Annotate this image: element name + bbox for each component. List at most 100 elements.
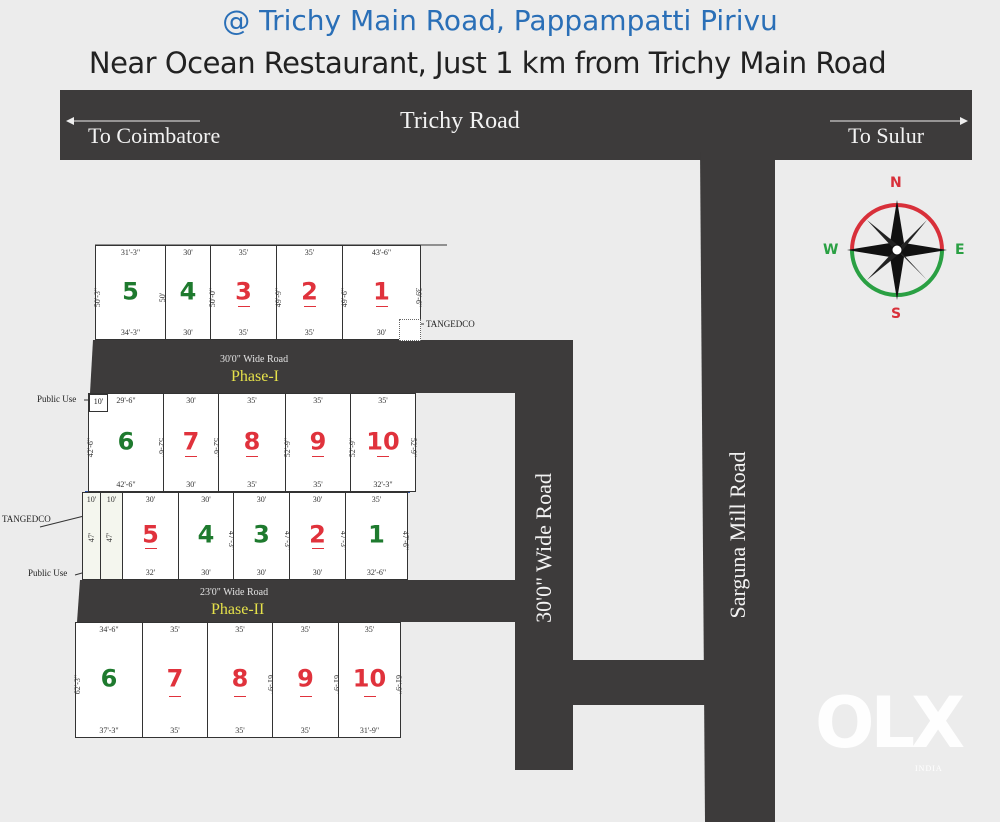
plot-underline <box>311 548 324 550</box>
plot-number: 6 <box>100 664 118 693</box>
plot-dim-top: 30' <box>145 495 156 504</box>
plot-underline <box>234 695 246 697</box>
plot-underline <box>303 305 316 307</box>
compass-n: N <box>890 175 902 191</box>
plot-number: 2 <box>309 520 326 549</box>
plot-number: 3 <box>235 277 252 306</box>
plot-2-10[interactable]: 10 35' 32'-3" 52'-9" 52'-9" <box>348 393 418 492</box>
sarguna-mill-road <box>700 150 775 822</box>
plot-dim-top: 35' <box>170 625 180 634</box>
public-use-top-box: 10' <box>89 394 108 412</box>
plot-3-2[interactable]: 2 30' 30' 47'-3" <box>289 492 348 580</box>
strip-length: 47' <box>105 532 115 543</box>
tangedco-top-box <box>399 319 421 341</box>
plot-number: 7 <box>182 427 200 456</box>
vertical-30ft-road <box>515 393 705 770</box>
phase2-road <box>77 580 515 622</box>
plot-dim-bottom: 32'-6" <box>366 568 387 577</box>
plot-4-8[interactable]: 8 35' 35' 61'-9" <box>207 622 275 738</box>
plot-number: 5 <box>122 277 139 306</box>
plot-number: 3 <box>253 520 270 549</box>
plot-2-7[interactable]: 7 30' 30' 52'-6" <box>163 393 221 492</box>
tangedco-top-label: TANGEDCO <box>426 319 475 329</box>
phase1-road <box>90 340 573 393</box>
plot-4-7[interactable]: 735'35'62' <box>142 622 215 738</box>
plot-dim-left: 50' <box>158 292 168 302</box>
arrowhead-right <box>960 117 968 125</box>
plot-number: 8 <box>243 427 261 456</box>
plot-2-9[interactable]: 9 35' 35' 52'-9" <box>283 393 351 492</box>
plot-number: 9 <box>297 664 314 693</box>
plot-4-10[interactable]: 10 35' 31'-9" 61'-9" <box>338 622 403 738</box>
plot-dim-top: 35' <box>238 248 249 257</box>
vertical-road-label: 30'0" Wide Road <box>531 473 556 623</box>
plot-dim-top: 29'-6" <box>116 396 136 405</box>
plot-dim-top: 35' <box>235 625 245 634</box>
olx-country: INDIA <box>915 764 943 773</box>
strip-length: 47' <box>87 532 97 543</box>
phase2-label: Phase-II <box>211 601 265 618</box>
tangedco-strip: 10' 47' <box>100 492 123 580</box>
plot-dim-bottom: 35' <box>238 328 249 337</box>
plot-number: 7 <box>166 664 184 693</box>
plot-1-2[interactable]: 2 35' 35' 49'-9" <box>274 245 343 340</box>
arrowhead-left <box>66 117 74 125</box>
compass-icon <box>847 200 947 300</box>
plot-dim-bottom: 30' <box>186 480 196 489</box>
plot-dim-left: 50'-3" <box>93 287 103 307</box>
plot-dim-top: 35' <box>247 396 257 405</box>
plot-dim-bottom: 32'-3" <box>373 480 393 489</box>
plot-dim-top: 35' <box>378 396 388 405</box>
plot-3-3[interactable]: 3 30' 30' 47'-3" <box>233 492 292 580</box>
plot-dim-bottom: 42'-6" <box>116 480 136 489</box>
plot-number: 4 <box>197 520 215 549</box>
plot-3-5[interactable]: 530'32'47' <box>122 492 186 580</box>
to-sulur-label: To Sulur <box>848 123 925 148</box>
plot-dim-bottom: 35' <box>247 480 257 489</box>
leader-tangedco <box>39 514 89 528</box>
plot-dim-bottom: 30' <box>312 568 323 577</box>
plot-dim-top: 35' <box>304 248 315 257</box>
plot-number: 1 <box>368 520 385 549</box>
plot-dim-bottom: 30' <box>183 328 193 337</box>
plot-underline <box>363 695 376 697</box>
to-coimbatore-label: To Coimbatore <box>88 123 221 148</box>
plot-3-4[interactable]: 4 30' 30' 47'-3" <box>178 492 236 580</box>
plot-dim-right: 39'-6" <box>413 287 423 307</box>
plot-dim-bottom: 32' <box>145 568 156 577</box>
plot-dim-left: 49'-9" <box>274 287 284 307</box>
plot-underline <box>299 695 312 697</box>
plot-underline <box>375 305 388 307</box>
plot-dim-left: 49'-6" <box>340 287 350 307</box>
plot-number: 1 <box>373 277 390 306</box>
trichy-road-label: Trichy Road <box>400 108 520 134</box>
plot-dim-left: 62'-3" <box>73 674 83 695</box>
plot-dim-top: 31'-3" <box>120 248 141 257</box>
phase1-label: Phase-I <box>231 368 279 385</box>
plot-2-8[interactable]: 8 35' 35' <box>218 393 286 492</box>
plot-underline <box>169 695 181 697</box>
plot-dim-top: 35' <box>371 495 382 504</box>
plot-dim-bottom: 35' <box>170 726 180 735</box>
plot-dim-bottom: 30' <box>201 568 211 577</box>
plot-underline <box>312 456 324 458</box>
plot-4-9[interactable]: 9 35' 35' 61'-9" <box>272 622 341 738</box>
plot-dim-bottom: 30' <box>256 568 267 577</box>
plot-1-3[interactable]: 3 35' 35' 50'-0" <box>208 245 277 340</box>
strip-width: 10' <box>86 495 97 504</box>
plot-3-1[interactable]: 1 35' 32'-6" 47'-6" <box>345 492 410 580</box>
plot-dim-right: 47'-6" <box>400 530 410 551</box>
plot-1-4[interactable]: 4 30' 30' 50' <box>158 245 211 340</box>
olx-watermark: OLX <box>815 682 965 764</box>
plot-4-6[interactable]: 634'-6"37'-3"62'-3"62' <box>73 622 150 738</box>
tangedco-strip: 10' 47' <box>82 492 101 580</box>
plot-number: 10 <box>352 664 387 693</box>
plot-dim-top: 30' <box>201 495 211 504</box>
plot-dim-left: 42'-6" <box>86 437 96 457</box>
location-subtitle: Near Ocean Restaurant, Just 1 km from Tr… <box>88 46 887 80</box>
plot-number: 6 <box>117 427 135 456</box>
plot-1-5[interactable]: 5 31'-3" 34'-3" 50'-3" <box>93 245 166 340</box>
compass-e: E <box>955 242 965 258</box>
plot-dim-left: 52'-9" <box>348 437 358 457</box>
